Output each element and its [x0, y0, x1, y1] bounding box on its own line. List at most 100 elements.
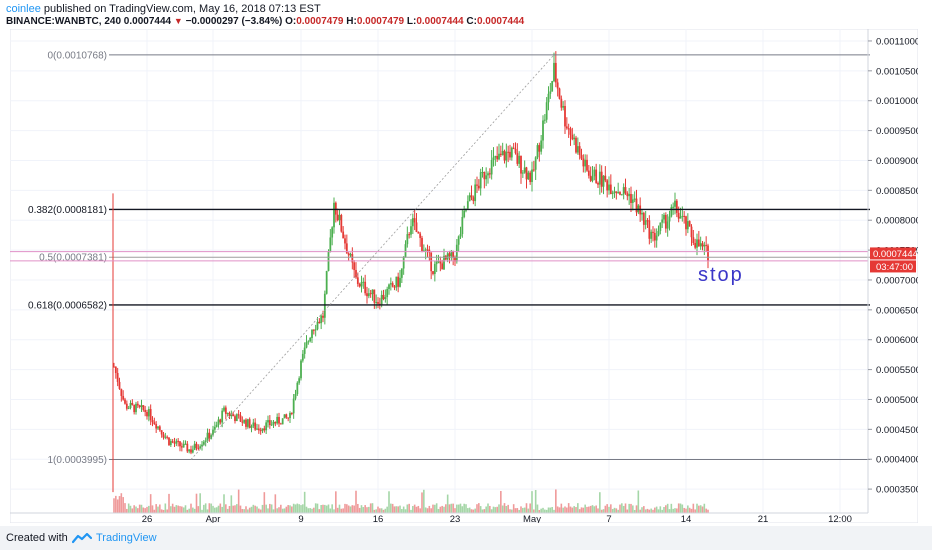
last-price: 0.0007444: [123, 16, 172, 27]
volume-bar: [210, 503, 212, 513]
footer-bar: Created with TradingView: [0, 526, 932, 550]
candle-body: [642, 212, 645, 225]
volume-bar: [586, 506, 588, 513]
volume-bar: [311, 508, 313, 513]
volume-bar: [190, 503, 192, 513]
volume-bar: [511, 509, 513, 513]
volume-bar: [584, 504, 586, 513]
candle-body: [538, 145, 541, 152]
volume-bar: [608, 506, 610, 513]
candle-body: [347, 253, 350, 256]
candle-body: [501, 150, 504, 156]
candle-body: [470, 195, 473, 198]
volume-bar: [599, 492, 601, 513]
volume-bar: [131, 508, 134, 513]
candle-body: [373, 289, 376, 303]
candle-body: [505, 151, 508, 161]
candle-body: [485, 175, 488, 180]
price-chart[interactable]: 0(0.0010768) 0.382(0.0008181) 0.5(0.000738…: [9, 28, 921, 525]
candle-body: [494, 155, 497, 158]
candle-body: [650, 231, 653, 239]
candle-body: [289, 412, 291, 419]
volume-bar: [349, 506, 352, 513]
fibonacci-retracement[interactable]: 0(0.0010768) 0.382(0.0008181) 0.5(0.000738…: [10, 50, 870, 493]
volume-bar: [635, 505, 638, 513]
chart-frame[interactable]: 0(0.0010768) 0.382(0.0008181) 0.5(0.000738…: [9, 28, 921, 525]
candle-body: [503, 150, 506, 161]
candle-body: [476, 184, 478, 186]
volume-bar: [542, 507, 544, 513]
candle-body: [133, 404, 136, 413]
volume-bar: [252, 504, 255, 513]
candle-body: [573, 137, 576, 140]
volume-bar: [538, 509, 541, 513]
candle-body: [688, 221, 691, 227]
x-tick-label: 23: [450, 514, 461, 523]
volume-bar: [430, 508, 432, 513]
candle-body: [250, 426, 253, 428]
volume-bar: [600, 509, 603, 513]
candle-body: [575, 137, 577, 153]
volume-bar: [492, 506, 495, 513]
volume-bar: [397, 506, 399, 513]
candle-body: [551, 81, 554, 92]
volume-bar: [127, 503, 130, 513]
candle-body: [565, 126, 568, 129]
volume-bar: [192, 507, 194, 513]
candle-body: [366, 293, 368, 297]
volume-bar: [694, 509, 696, 513]
volume-bar: [393, 506, 396, 513]
volume-bar: [269, 503, 271, 513]
candle-body: [584, 159, 587, 167]
candle-body: [333, 202, 335, 228]
candle-body: [307, 341, 310, 343]
tradingview-link[interactable]: TradingView: [96, 532, 157, 544]
volume-bar: [690, 508, 693, 513]
volume-bar: [529, 503, 531, 513]
candle-body: [120, 388, 123, 396]
volume-bar: [116, 499, 119, 513]
volume-bar: [446, 494, 449, 513]
candle-body: [498, 153, 500, 160]
volume-bar: [232, 505, 234, 513]
candle-body: [210, 435, 213, 439]
volume-bar: [303, 491, 306, 513]
candle-body: [224, 407, 227, 414]
volume-bar: [206, 509, 209, 513]
volume-bar: [490, 509, 493, 513]
volume-bar: [280, 504, 282, 513]
volume-bar: [617, 509, 619, 513]
author-link[interactable]: coinlee: [6, 3, 41, 15]
candle-body: [393, 286, 396, 288]
chart-header-line1: coinlee published on TradingView.com, Ma…: [6, 3, 321, 15]
candle-body: [371, 289, 374, 295]
volume-bar: [613, 507, 616, 513]
candle-body: [292, 398, 295, 414]
volume-bar: [243, 509, 245, 513]
volume-bar: [366, 507, 368, 513]
volume-bar: [175, 505, 178, 513]
volume-bar: [184, 505, 187, 513]
candle-body: [556, 82, 559, 89]
volume-bar: [622, 505, 625, 513]
candle-body: [113, 366, 115, 368]
price-badge-text: 0.0007444: [873, 249, 918, 260]
volume-bar: [151, 505, 154, 513]
candle-body: [705, 244, 708, 246]
price-badges: 0.0007444 03:47:00: [870, 247, 918, 273]
volume-bar: [320, 505, 322, 513]
candle-body: [439, 261, 442, 264]
volume-bar: [527, 508, 530, 513]
volume-bar: [351, 505, 354, 513]
candle-body: [114, 366, 117, 374]
candle-body: [641, 212, 643, 215]
candle-body: [257, 428, 260, 431]
y-tick-label: 0.0010000: [876, 96, 918, 107]
candle-body: [380, 294, 383, 306]
volume-bar: [391, 503, 394, 513]
volume-bar: [457, 504, 460, 513]
volume-bar: [401, 509, 403, 513]
high-label: H:: [346, 16, 357, 27]
volume-bar: [368, 506, 370, 513]
close-value: 0.0007444: [476, 16, 525, 27]
